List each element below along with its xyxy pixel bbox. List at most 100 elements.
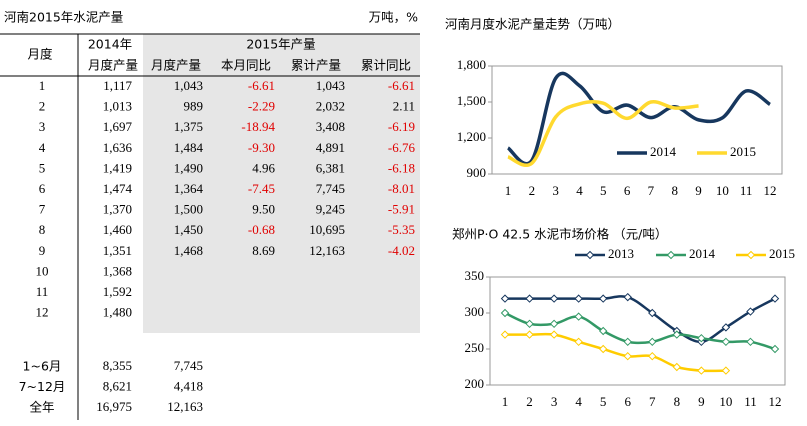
table-cell: 9.50 [252,202,275,217]
table-cell: 1,468 [174,243,203,258]
table-cell: 1,419 [103,160,132,175]
marker [648,308,657,318]
x-tick-label: 9 [695,183,702,198]
x-tick-label: 6 [624,394,631,409]
legend-label: 2014 [650,144,677,159]
table-cell: -2.29 [248,99,275,114]
y-tick-label: 1,200 [457,129,486,144]
marker [770,344,780,354]
header: 月度 [27,47,53,62]
table-cell: 12 [36,305,49,320]
marker [525,294,534,303]
table-cell: 8 [39,222,46,237]
table-cell: -4.02 [388,243,415,258]
table-cell: 1,364 [174,181,204,196]
x-tick-label: 1 [505,183,512,198]
table-cell: 5 [39,160,46,175]
table-cell: 16,975 [96,399,132,414]
table-cell: 10,695 [309,222,345,237]
table-cell: -6.18 [388,160,415,175]
table-cell: -6.61 [388,78,415,93]
header: 2015年产量 [246,37,315,52]
y-tick-label: 300 [465,304,485,319]
table-cell: -8.01 [388,181,415,196]
table-cell: 12,163 [309,243,345,258]
legend-label: 2015 [769,246,795,261]
table-cell: 9 [39,243,46,258]
table-cell: 1,351 [103,243,132,258]
x-tick-label: 4 [575,394,582,409]
x-tick-label: 12 [769,394,782,409]
marker [623,292,632,302]
table-cell: 1,474 [103,181,133,196]
marker [549,319,559,329]
table-cell: 1,484 [174,140,204,155]
x-tick-label: 10 [719,394,732,409]
table-cell: 12,163 [167,399,203,414]
x-tick-label: 12 [764,183,777,198]
table-cell: 1 [39,78,46,93]
x-tick-label: 11 [744,394,757,409]
table-cell: 6,381 [316,160,345,175]
marker [697,366,706,375]
marker [721,366,731,375]
marker [746,307,755,316]
y-tick-label: 250 [465,340,485,355]
header: 累计同比 [361,58,411,73]
legend-label: 2014 [689,246,716,261]
x-tick-label: 11 [740,183,753,198]
marker [500,330,510,339]
table-cell: 6 [39,181,46,196]
table-cell: 8.69 [252,243,275,258]
table-cell: 4,891 [316,140,345,155]
marker [500,294,510,303]
x-tick-label: 7 [649,394,656,409]
table-cell: -7.45 [248,181,275,196]
x-tick-label: 3 [551,394,558,409]
x-tick-label: 7 [648,183,655,198]
marker [623,351,632,361]
table-cell: 1,592 [103,284,132,299]
table-cell: 7~12月 [19,379,66,394]
x-tick-label: 5 [600,394,607,409]
table-cell: 2 [39,99,46,114]
table-cell: 1,697 [103,119,133,134]
table-cell: 1,013 [103,99,132,114]
table-cell: 1,460 [103,222,132,237]
table-cell: 1,043 [316,78,345,93]
chart-title: 河南月度水泥产量走势（万吨） [445,17,620,32]
header: 本月同比 [221,58,271,73]
marker [697,333,706,343]
table-cell: 1~6月 [23,359,62,374]
header: 月度产量 [88,58,138,73]
legend-label: 2015 [730,144,756,159]
marker [598,294,608,303]
table-title: 河南2015年水泥产量 [4,10,123,25]
y-tick-label: 900 [467,165,487,180]
table-shade [143,34,420,333]
x-tick-label: 10 [716,183,729,198]
marker [574,294,583,303]
series-line [506,71,772,166]
table-cell: 9,245 [316,202,345,217]
y-tick-label: 350 [465,268,485,283]
table-cell: 7,745 [316,181,345,196]
x-tick-label: 1 [502,394,509,409]
x-tick-label: 4 [576,183,583,198]
table-cell: -5.35 [388,222,415,237]
table-cell: -6.19 [388,119,415,134]
x-tick-label: 8 [671,183,678,198]
x-tick-label: 9 [698,394,705,409]
series-line [504,332,726,373]
table-cell: -5.91 [388,202,415,217]
table-cell: 10 [36,263,49,278]
x-tick-label: 2 [529,183,536,198]
plot-frame [489,276,786,386]
marker [672,330,682,339]
marker [721,323,731,332]
series-line [507,99,699,168]
marker [623,337,632,347]
y-tick-label: 1,800 [457,57,486,72]
table-cell: 989 [184,99,204,114]
